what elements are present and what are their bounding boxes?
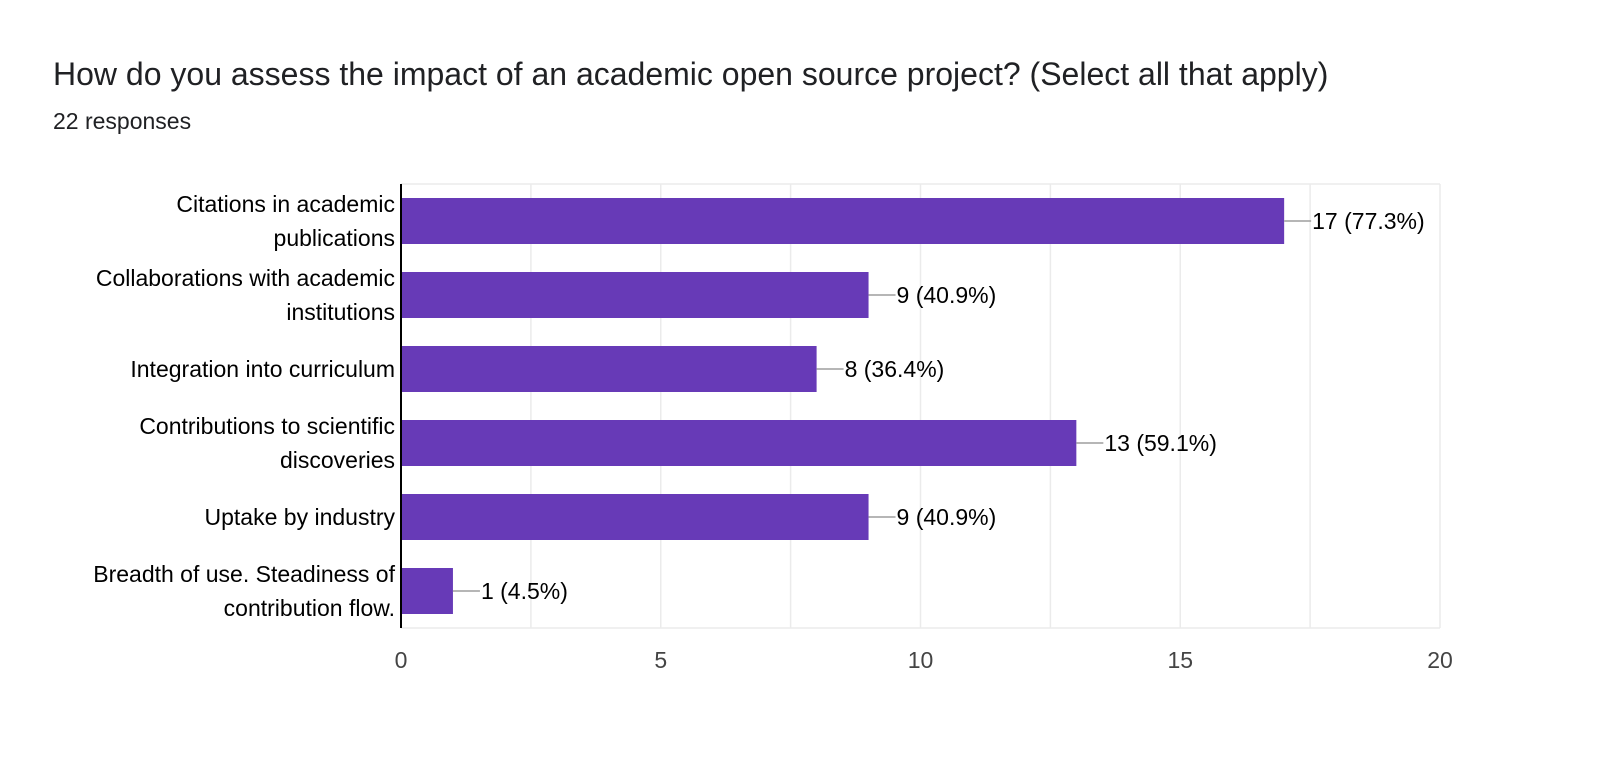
data-label: 9 (40.9%) bbox=[897, 282, 997, 308]
gridlines bbox=[401, 183, 1441, 629]
chart-title: How do you assess the impact of an acade… bbox=[53, 56, 1329, 92]
category-label: Integration into curriculum bbox=[130, 356, 395, 382]
category-label: Contributions to scientific bbox=[139, 413, 395, 439]
category-label: Uptake by industry bbox=[205, 504, 396, 530]
data-label: 8 (36.4%) bbox=[845, 356, 945, 382]
category-label: Citations in academic bbox=[176, 191, 395, 217]
x-tick-labels: 0 5 10 15 20 bbox=[395, 647, 1453, 673]
data-label: 13 (59.1%) bbox=[1104, 430, 1217, 456]
bar[interactable] bbox=[401, 198, 1285, 244]
bar[interactable] bbox=[401, 568, 453, 614]
bar[interactable] bbox=[401, 272, 869, 318]
data-label: 1 (4.5%) bbox=[481, 578, 568, 604]
bar[interactable] bbox=[401, 420, 1077, 466]
category-labels: Citations in academic publications Collabo… bbox=[93, 191, 395, 621]
leader-lines bbox=[452, 220, 1312, 592]
response-count: 22 responses bbox=[53, 108, 192, 134]
bar[interactable] bbox=[401, 346, 817, 392]
data-label: 9 (40.9%) bbox=[897, 504, 997, 530]
x-tick-label: 0 bbox=[395, 647, 408, 673]
category-label: discoveries bbox=[280, 447, 395, 473]
bars bbox=[401, 198, 1285, 614]
category-label: Collaborations with academic bbox=[96, 265, 395, 291]
x-tick-label: 5 bbox=[654, 647, 667, 673]
category-label: Breadth of use. Steadiness of bbox=[93, 561, 395, 587]
x-tick-label: 20 bbox=[1427, 647, 1453, 673]
data-label: 17 (77.3%) bbox=[1312, 208, 1425, 234]
x-tick-label: 15 bbox=[1167, 647, 1193, 673]
category-label: institutions bbox=[286, 299, 395, 325]
category-label: publications bbox=[274, 225, 395, 251]
category-label: contribution flow. bbox=[224, 595, 395, 621]
data-labels: 17 (77.3%) 9 (40.9%) 8 (36.4%) 13 (59.1%) 9 … bbox=[481, 208, 1425, 604]
x-tick-label: 10 bbox=[908, 647, 934, 673]
bar[interactable] bbox=[401, 494, 869, 540]
